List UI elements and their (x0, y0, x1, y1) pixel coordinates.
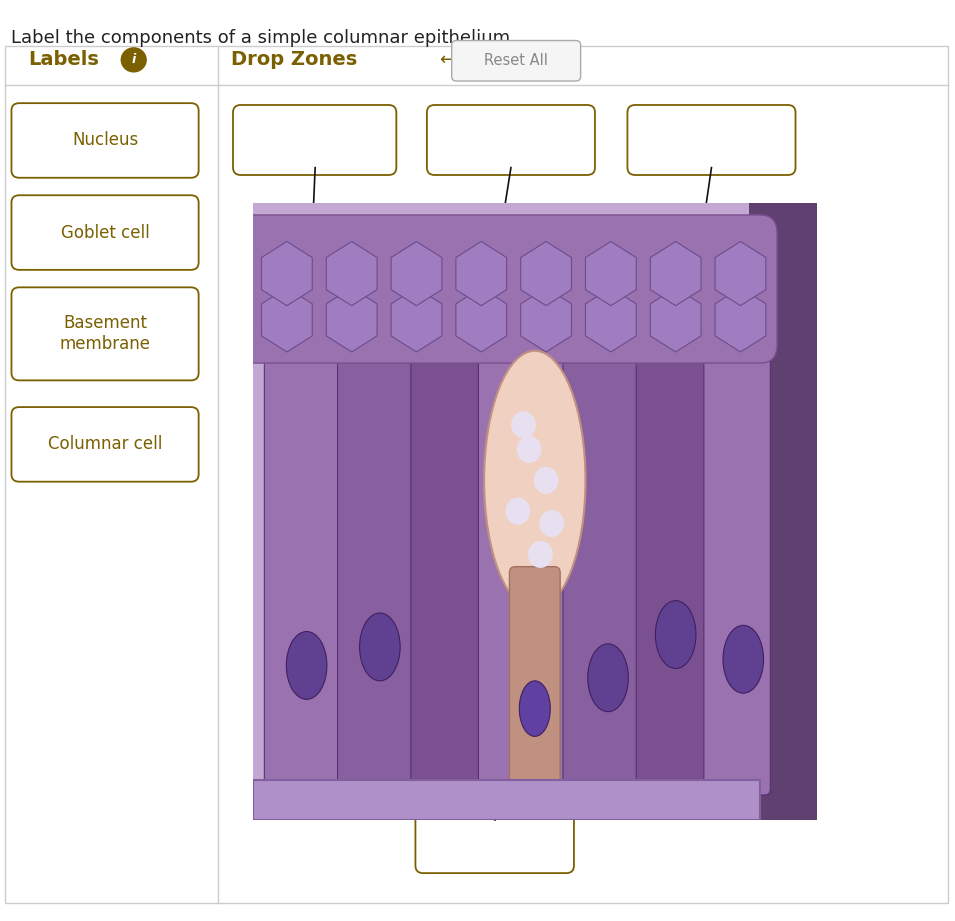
FancyBboxPatch shape (509, 566, 561, 795)
Point (300, 381, 311, 392)
FancyBboxPatch shape (627, 105, 796, 175)
FancyBboxPatch shape (704, 320, 771, 795)
Text: i: i (132, 53, 136, 66)
Text: Columnar cell: Columnar cell (48, 436, 162, 453)
Line: 2 pts: 2 pts (688, 168, 711, 332)
Text: ←: ← (439, 51, 455, 69)
FancyBboxPatch shape (265, 320, 342, 795)
Ellipse shape (520, 681, 550, 737)
Circle shape (540, 510, 564, 537)
Text: Labels: Labels (29, 51, 99, 69)
Text: Drop Zones: Drop Zones (231, 51, 357, 69)
Text: Goblet cell: Goblet cell (61, 224, 149, 241)
FancyBboxPatch shape (11, 195, 199, 270)
FancyBboxPatch shape (253, 203, 817, 820)
FancyBboxPatch shape (338, 320, 415, 795)
Circle shape (517, 436, 541, 463)
FancyBboxPatch shape (5, 46, 948, 903)
FancyBboxPatch shape (253, 779, 760, 820)
Ellipse shape (723, 625, 764, 694)
Text: Reset All: Reset All (484, 53, 547, 68)
Point (309, 162, 321, 173)
Point (295, 492, 307, 503)
Circle shape (121, 48, 146, 72)
Ellipse shape (587, 644, 628, 712)
FancyBboxPatch shape (233, 105, 396, 175)
FancyBboxPatch shape (253, 203, 817, 820)
FancyBboxPatch shape (427, 105, 595, 175)
Line: 2 pts: 2 pts (497, 168, 511, 258)
FancyBboxPatch shape (11, 287, 199, 380)
Circle shape (505, 497, 530, 525)
FancyBboxPatch shape (452, 41, 581, 81)
FancyBboxPatch shape (415, 803, 574, 873)
Ellipse shape (286, 632, 327, 699)
FancyBboxPatch shape (749, 203, 817, 820)
Point (300, 381, 311, 392)
FancyBboxPatch shape (411, 320, 483, 795)
FancyBboxPatch shape (236, 215, 777, 363)
Line: 2 pts: 2 pts (301, 387, 306, 497)
Circle shape (528, 541, 553, 568)
Line: 2 pts: 2 pts (286, 387, 306, 479)
FancyBboxPatch shape (563, 320, 641, 795)
Point (491, 252, 502, 263)
Circle shape (511, 411, 536, 438)
FancyBboxPatch shape (478, 320, 567, 795)
Point (489, 805, 500, 816)
Circle shape (534, 467, 559, 494)
Point (706, 162, 717, 173)
Ellipse shape (655, 600, 696, 669)
Text: Label the components of a simple columnar epithelium.: Label the components of a simple columna… (11, 29, 517, 48)
FancyBboxPatch shape (11, 407, 199, 482)
Point (489, 814, 500, 825)
Line: 2 pts: 2 pts (306, 168, 315, 387)
Text: Basement
membrane: Basement membrane (59, 314, 151, 354)
Point (300, 381, 311, 392)
Ellipse shape (360, 613, 400, 681)
Point (505, 162, 517, 173)
Text: Nucleus: Nucleus (72, 132, 138, 149)
Point (682, 326, 693, 337)
FancyBboxPatch shape (11, 103, 199, 178)
Ellipse shape (484, 351, 585, 610)
FancyBboxPatch shape (636, 320, 709, 795)
Point (281, 473, 292, 484)
